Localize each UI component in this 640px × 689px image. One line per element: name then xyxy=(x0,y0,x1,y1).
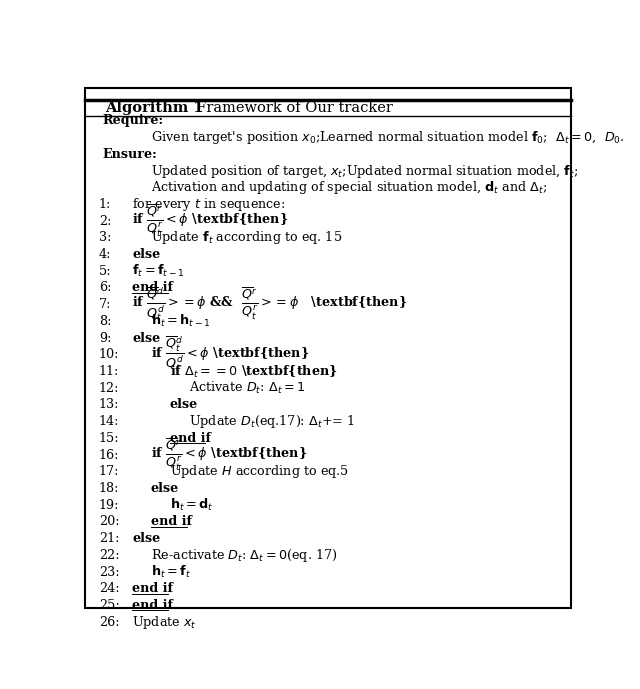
Text: Update $\mathbf{f}_t$ according to eq. 15: Update $\mathbf{f}_t$ according to eq. 1… xyxy=(151,229,342,247)
Text: 22:: 22: xyxy=(99,549,120,562)
Text: Require:: Require: xyxy=(102,114,163,127)
Text: 8:: 8: xyxy=(99,315,111,328)
Text: else: else xyxy=(151,482,179,495)
Text: 6:: 6: xyxy=(99,282,111,294)
Text: if $\dfrac{\overline{Q}^d_t}{Q^d_t} < \phi$ \textbf{then}: if $\dfrac{\overline{Q}^d_t}{Q^d_t} < \p… xyxy=(151,336,309,374)
Text: 1:: 1: xyxy=(99,198,111,211)
Text: end if: end if xyxy=(151,515,192,528)
Text: end if: end if xyxy=(132,599,173,612)
Text: if $\Delta_t == 0$ \textbf{then}: if $\Delta_t == 0$ \textbf{then} xyxy=(170,364,337,380)
Text: Given target's position $x_0$;Learned normal situation model $\mathbf{f}_0$;  $\: Given target's position $x_0$;Learned no… xyxy=(151,129,625,146)
Text: Update $D_t$(eq.17): $\Delta_t$+= 1: Update $D_t$(eq.17): $\Delta_t$+= 1 xyxy=(189,413,355,430)
Text: 3:: 3: xyxy=(99,232,111,245)
Text: 26:: 26: xyxy=(99,616,120,629)
Text: else: else xyxy=(132,331,161,344)
Text: 13:: 13: xyxy=(99,398,119,411)
Text: 24:: 24: xyxy=(99,582,120,595)
Text: Activate $D_t$: $\Delta_t = 1$: Activate $D_t$: $\Delta_t = 1$ xyxy=(189,380,305,396)
Text: 23:: 23: xyxy=(99,566,120,579)
Text: Update $x_t$: Update $x_t$ xyxy=(132,614,197,630)
Text: $\mathbf{f}_t = \mathbf{f}_{t-1}$: $\mathbf{f}_t = \mathbf{f}_{t-1}$ xyxy=(132,263,184,279)
Text: 18:: 18: xyxy=(99,482,119,495)
Text: 14:: 14: xyxy=(99,415,119,428)
Text: else: else xyxy=(170,398,198,411)
Text: for every $t$ in sequence:: for every $t$ in sequence: xyxy=(132,196,285,213)
Text: 21:: 21: xyxy=(99,532,119,545)
Text: else: else xyxy=(132,248,161,261)
Text: end if: end if xyxy=(132,282,173,294)
Text: 4:: 4: xyxy=(99,248,111,261)
Text: 16:: 16: xyxy=(99,449,119,462)
Text: $\mathbf{h}_t = \mathbf{h}_{t-1}$: $\mathbf{h}_t = \mathbf{h}_{t-1}$ xyxy=(151,313,210,329)
Text: 5:: 5: xyxy=(99,265,111,278)
Text: 7:: 7: xyxy=(99,298,111,311)
Text: Re-activate $D_t$: $\Delta_t = 0$(eq. 17): Re-activate $D_t$: $\Delta_t = 0$(eq. 17… xyxy=(151,547,337,564)
Text: Update $H$ according to eq.5: Update $H$ according to eq.5 xyxy=(170,463,349,480)
Text: Framework of Our tracker: Framework of Our tracker xyxy=(187,101,392,114)
Text: $\mathbf{h}_t = \mathbf{d}_t$: $\mathbf{h}_t = \mathbf{d}_t$ xyxy=(170,497,214,513)
Text: if $\dfrac{\overline{Q}^r}{Q^r_t} < \phi$ \textbf{then}: if $\dfrac{\overline{Q}^r}{Q^r_t} < \phi… xyxy=(151,437,307,473)
Text: 9:: 9: xyxy=(99,331,111,344)
Text: 10:: 10: xyxy=(99,349,119,361)
Text: Activation and updating of special situation model, $\mathbf{d}_t$ and $\Delta_t: Activation and updating of special situa… xyxy=(151,179,547,196)
Text: 11:: 11: xyxy=(99,365,119,378)
Text: 25:: 25: xyxy=(99,599,120,612)
Text: Updated position of target, $x_t$;Updated normal situation model, $\mathbf{f}_t$: Updated position of target, $x_t$;Update… xyxy=(151,163,578,180)
Text: else: else xyxy=(132,532,161,545)
Text: 15:: 15: xyxy=(99,432,120,445)
Text: 12:: 12: xyxy=(99,382,119,395)
Text: 20:: 20: xyxy=(99,515,120,528)
Text: if $\dfrac{\overline{Q}^r}{Q^r_t} < \phi$ \textbf{then}: if $\dfrac{\overline{Q}^r}{Q^r_t} < \phi… xyxy=(132,203,288,239)
Text: 17:: 17: xyxy=(99,465,119,478)
Text: end if: end if xyxy=(170,432,211,445)
Text: 19:: 19: xyxy=(99,499,119,512)
Text: Algorithm 1: Algorithm 1 xyxy=(105,101,204,114)
Text: 2:: 2: xyxy=(99,215,111,227)
Text: $\mathbf{h}_t = \mathbf{f}_t$: $\mathbf{h}_t = \mathbf{f}_t$ xyxy=(151,564,191,580)
Text: end if: end if xyxy=(132,582,173,595)
Text: Ensure:: Ensure: xyxy=(102,148,157,161)
Text: if $\dfrac{\overline{Q}^d}{Q^d_t} >= \phi$ &&  $\dfrac{\overline{Q}^r}{Q^r_t} >=: if $\dfrac{\overline{Q}^d}{Q^d_t} >= \ph… xyxy=(132,286,408,323)
